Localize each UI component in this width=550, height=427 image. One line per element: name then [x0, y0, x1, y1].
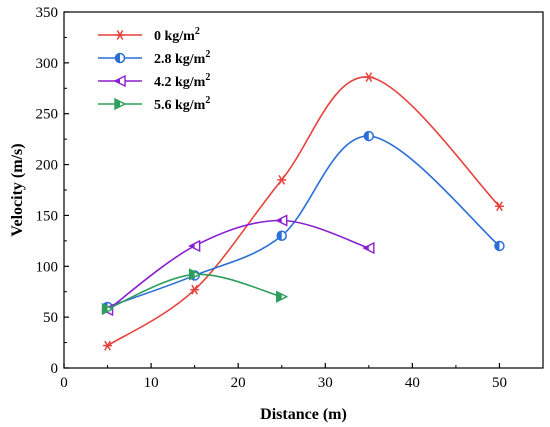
- y-tick-label-3: 150: [36, 208, 59, 224]
- legend-label-2: 4.2 kg/m2: [154, 72, 210, 90]
- data-point-3-2: [276, 290, 289, 303]
- series-line-1: [107, 135, 500, 308]
- y-tick-label-6: 300: [36, 56, 59, 72]
- y-tick-label-7: 350: [36, 5, 59, 21]
- y-tick-label-1: 50: [43, 310, 58, 326]
- data-point-3-1: [188, 268, 202, 281]
- legend-marker-0: [115, 30, 125, 40]
- x-tick-label-1: 10: [144, 375, 159, 391]
- legend-marker-2: [113, 74, 126, 88]
- legend-entry-0: 0 kg/m2: [98, 26, 200, 44]
- data-point-2-2: [275, 214, 288, 227]
- data-point-0-4: [494, 201, 504, 212]
- legend-label-3: 5.6 kg/m2: [154, 95, 210, 113]
- data-point-1-3: [363, 130, 375, 142]
- axes: 0 10 20 30 40 50 0 50 100 150 200 250 300 350: [36, 5, 544, 391]
- y-tick-label-5: 250: [36, 107, 59, 123]
- series-line-2: [107, 219, 370, 311]
- legend-marker-1: [114, 52, 126, 64]
- data-point-3-0: [101, 302, 115, 316]
- y-tick-label-4: 200: [36, 158, 59, 174]
- x-tick-label-2: 20: [231, 375, 246, 391]
- data-point-2-3: [362, 241, 375, 255]
- data-point-0-3: [364, 72, 374, 82]
- data-point-2-1: [188, 239, 201, 253]
- legend-label-0: 0 kg/m2: [154, 26, 200, 44]
- data-point-0-2: [277, 174, 287, 185]
- data-point-0-0: [103, 340, 113, 351]
- x-tick-label-4: 40: [405, 375, 420, 391]
- y-tick-label-2: 100: [36, 259, 59, 275]
- plot-area: [100, 72, 505, 351]
- data-point-0-1: [190, 284, 200, 295]
- legend-entry-3: 5.6 kg/m2: [98, 95, 210, 113]
- x-tick-label-0: 0: [60, 375, 68, 391]
- x-axis-title: Distance (m): [260, 406, 347, 423]
- x-tick-label-5: 50: [492, 375, 507, 391]
- legend-marker-3: [114, 97, 127, 111]
- legend-label-1: 2.8 kg/m2: [154, 49, 210, 67]
- legend-entry-2: 4.2 kg/m2: [98, 72, 210, 90]
- x-tick-label-3: 30: [318, 375, 333, 391]
- plot-frame: [63, 11, 544, 369]
- data-point-1-4: [494, 240, 505, 252]
- y-tick-label-0: 0: [51, 361, 59, 377]
- y-axis-title: Velocity (m/s): [9, 143, 26, 236]
- legend: 0 kg/m2 2.8 kg/m2 4.2 kg/m2 5.6 kg/m2: [98, 26, 210, 113]
- series-line-0: [107, 76, 501, 347]
- data-point-1-2: [276, 230, 287, 242]
- legend-entry-1: 2.8 kg/m2: [98, 49, 210, 67]
